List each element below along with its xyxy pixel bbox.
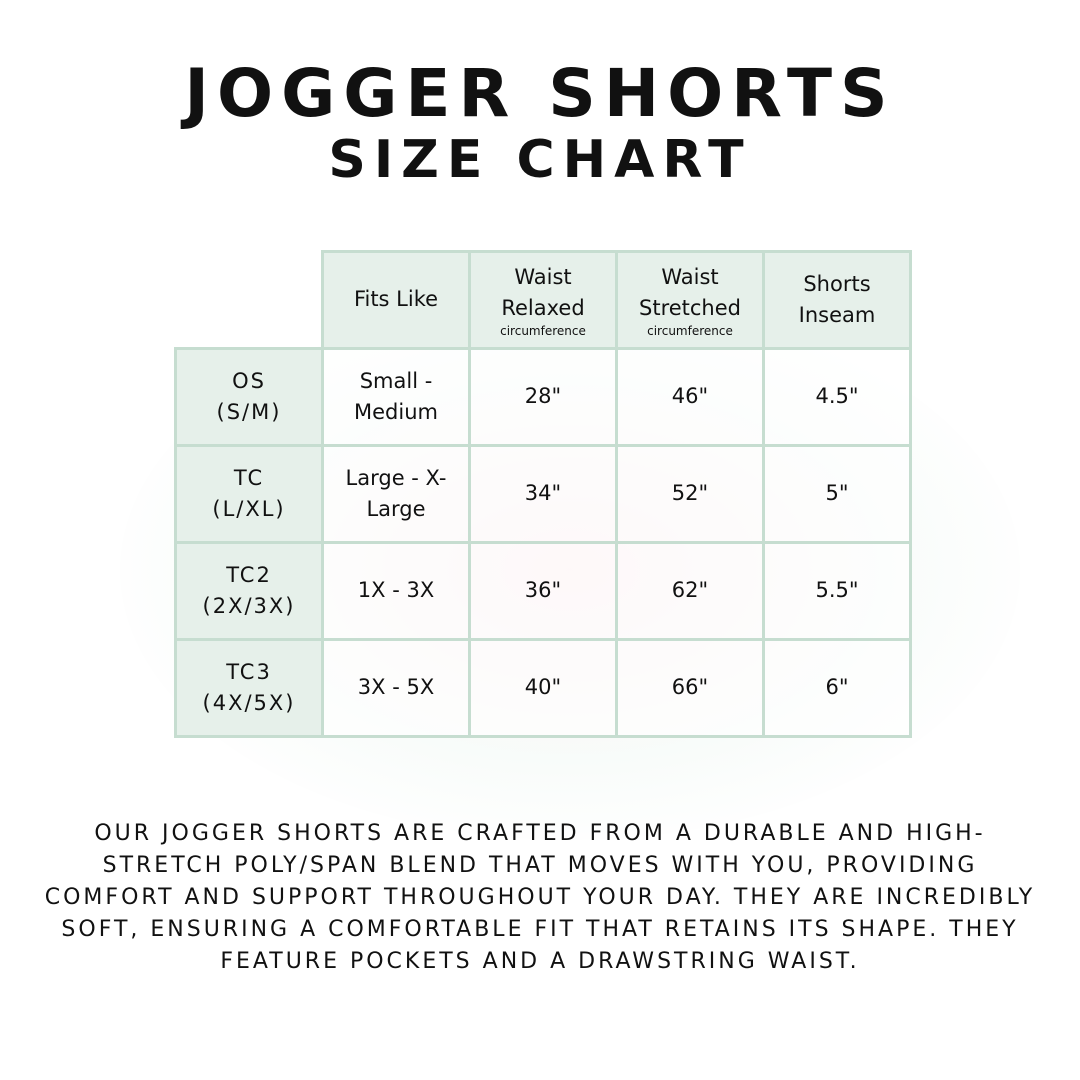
product-description: Our jogger shorts are crafted from a dur… [44, 821, 1036, 974]
empty-corner [176, 252, 323, 349]
cell-waist-stretched: 52" [615, 444, 765, 544]
cell-fits-like: 3X - 5X [321, 638, 471, 738]
size-label: TC2 (2X/3X) [174, 541, 324, 641]
cell-waist-relaxed: 28" [468, 347, 618, 447]
table-header-row: Fits Like Waist Relaxed circumference Wai… [176, 250, 912, 350]
header-fits-like: Fits Like [321, 250, 471, 350]
size-chart-table: Fits Like Waist Relaxed circumference Wai… [174, 250, 912, 738]
cell-inseam: 4.5" [762, 347, 912, 447]
cell-waist-relaxed: 40" [468, 638, 618, 738]
page-subtitle: SIZE CHART [328, 130, 752, 190]
cell-waist-relaxed: 36" [468, 541, 618, 641]
cell-fits-like: 1X - 3X [321, 541, 471, 641]
cell-waist-stretched: 62" [615, 541, 765, 641]
cell-waist-stretched: 66" [615, 638, 765, 738]
header-shorts-inseam: Shorts Inseam [762, 250, 912, 350]
cell-fits-like: Large - X-Large [321, 444, 471, 544]
size-label: TC (L/XL) [174, 444, 324, 544]
cell-fits-like: Small - Medium [321, 347, 471, 447]
table-row: TC2 (2X/3X) 1X - 3X 36" 62" 5.5" [174, 541, 912, 641]
page-title: JOGGER SHORTS [184, 55, 896, 132]
header-waist-stretched: Waist Stretched circumference [615, 250, 765, 350]
size-label: OS (S/M) [174, 347, 324, 447]
table-row: TC (L/XL) Large - X-Large 34" 52" 5" [174, 444, 912, 544]
cell-inseam: 6" [762, 638, 912, 738]
cell-inseam: 5.5" [762, 541, 912, 641]
cell-waist-relaxed: 34" [468, 444, 618, 544]
cell-inseam: 5" [762, 444, 912, 544]
table-row: TC3 (4X/5X) 3X - 5X 40" 66" 6" [174, 638, 912, 738]
cell-waist-stretched: 46" [615, 347, 765, 447]
size-label: TC3 (4X/5X) [174, 638, 324, 738]
header-waist-relaxed: Waist Relaxed circumference [468, 250, 618, 350]
table-row: OS (S/M) Small - Medium 28" 46" 4.5" [174, 347, 912, 447]
